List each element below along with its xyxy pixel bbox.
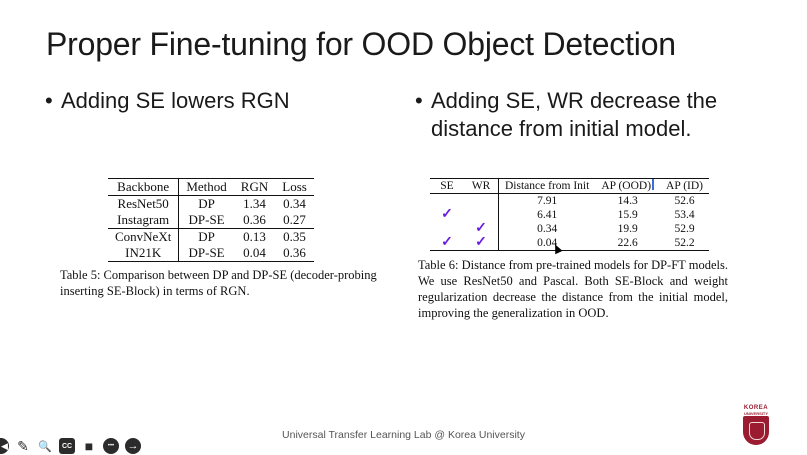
check-icon: ✓ (441, 207, 453, 222)
check-icon: ✓ (464, 222, 499, 236)
table5-cell: Instagram (108, 212, 180, 229)
captions-icon[interactable]: CC (59, 438, 75, 454)
table6-header-se: SE (440, 180, 454, 192)
table5-cell: DP-SE (188, 245, 225, 260)
previous-icon[interactable]: ◀ (0, 438, 9, 454)
logo-text: KOREA (743, 405, 769, 411)
table5-cell: 0.34 (283, 196, 306, 211)
table-5: Backbone Method RGN Loss ResNet50 DP 1.3… (108, 178, 314, 262)
table-row: Instagram DP-SE 0.36 0.27 (108, 212, 314, 229)
table5-cell: ResNet50 (108, 195, 180, 212)
table6-cell: 6.41 (537, 209, 558, 221)
table5-cell: 1.34 (243, 196, 266, 211)
table6-cell: 52.9 (674, 223, 695, 235)
table-row: 7.91 14.3 52.6 (430, 193, 709, 209)
check-icon (464, 193, 499, 208)
table6-cell: 19.9 (617, 223, 638, 235)
table5-cell: 0.13 (243, 229, 266, 244)
table6-cell: 14.3 (617, 195, 638, 207)
table6-header-ap-id: AP (ID) (666, 180, 703, 192)
table5-header-loss: Loss (282, 179, 307, 194)
crest-icon (749, 422, 765, 440)
table-row: ResNet50 DP 1.34 0.34 (108, 195, 314, 212)
check-icon: ✓ (441, 235, 453, 250)
check-icon (430, 194, 464, 209)
table5-cell: DP (198, 196, 215, 211)
zoom-icon[interactable]: 🔍 (38, 440, 52, 453)
table-row: IN21K DP-SE 0.04 0.36 (108, 245, 314, 262)
table6-cell: 15.9 (617, 209, 638, 221)
presentation-toolbar: ◀ ✎ 🔍 CC ■ ••• → (0, 437, 141, 455)
table6-cell: 22.6 (617, 237, 638, 249)
table6-cell: 0.34 (537, 223, 558, 235)
logo-subtext: UNIVERSITY (743, 411, 768, 416)
pen-icon[interactable]: ✎ (17, 437, 29, 454)
next-icon[interactable]: → (125, 438, 141, 454)
table5-cell: 0.04 (243, 245, 266, 260)
table-row: ✓ 0.34 19.9 52.9 (430, 222, 709, 236)
table6-cell: 52.2 (674, 237, 695, 249)
table5-header-rgn: RGN (240, 179, 269, 194)
table5-caption: Table 5: Comparison between DP and DP-SE… (60, 268, 377, 298)
table5-cell: DP-SE (188, 212, 225, 227)
korea-university-logo: KOREA UNIVERSITY (740, 405, 772, 445)
slide-footer: Universal Transfer Learning Lab @ Korea … (282, 429, 525, 441)
table6-header-ap-ood: AP (OOD) (595, 179, 660, 194)
table5-header-backbone: Backbone (108, 178, 180, 196)
table6-header-distance: Distance from Init (505, 180, 590, 192)
check-icon (464, 208, 499, 222)
table5-header-method: Method (186, 179, 227, 194)
table5-cell: ConvNeXt (108, 228, 180, 245)
text-cursor-icon (652, 179, 655, 190)
table5-cell: 0.35 (283, 229, 306, 244)
bullet-right-text: Adding SE, WR decrease the distance from… (431, 88, 718, 141)
slide-title: Proper Fine-tuning for OOD Object Detect… (46, 26, 676, 62)
more-icon[interactable]: ••• (103, 438, 119, 454)
table6-caption: Table 6: Distance from pre-trained model… (418, 258, 728, 320)
table6-header-wr: WR (464, 178, 499, 194)
table-row: ✓ 6.41 15.9 53.4 (430, 208, 709, 222)
table6-cell: 53.4 (674, 209, 695, 221)
table5-cell: 0.36 (283, 245, 306, 260)
table5-cell: DP (198, 229, 215, 244)
table6-cell: 7.91 (537, 195, 558, 207)
bullet-symbol: • (415, 88, 423, 113)
table5-cell: 0.27 (283, 212, 306, 227)
table6-cell: 52.6 (674, 195, 695, 207)
check-icon: ✓ (464, 236, 499, 251)
table5-cell: IN21K (108, 245, 180, 262)
table-6: SE WR Distance from Init AP (OOD) AP (ID… (430, 178, 709, 251)
bullet-left-text: Adding SE lowers RGN (61, 88, 290, 113)
table6-cell: 0.04 (537, 237, 558, 249)
bullet-left: • Adding SE lowers RGN (45, 87, 381, 115)
bullet-right: • Adding SE, WR decrease the distance fr… (415, 87, 761, 143)
table-row: ConvNeXt DP 0.13 0.35 (108, 228, 314, 245)
check-icon (430, 222, 464, 236)
table5-cell: 0.36 (243, 212, 266, 227)
camera-icon[interactable]: ■ (84, 438, 94, 454)
bullet-symbol: • (45, 88, 53, 113)
table-row: ✓ ✓ 0.04 22.6 52.2 (430, 236, 709, 251)
